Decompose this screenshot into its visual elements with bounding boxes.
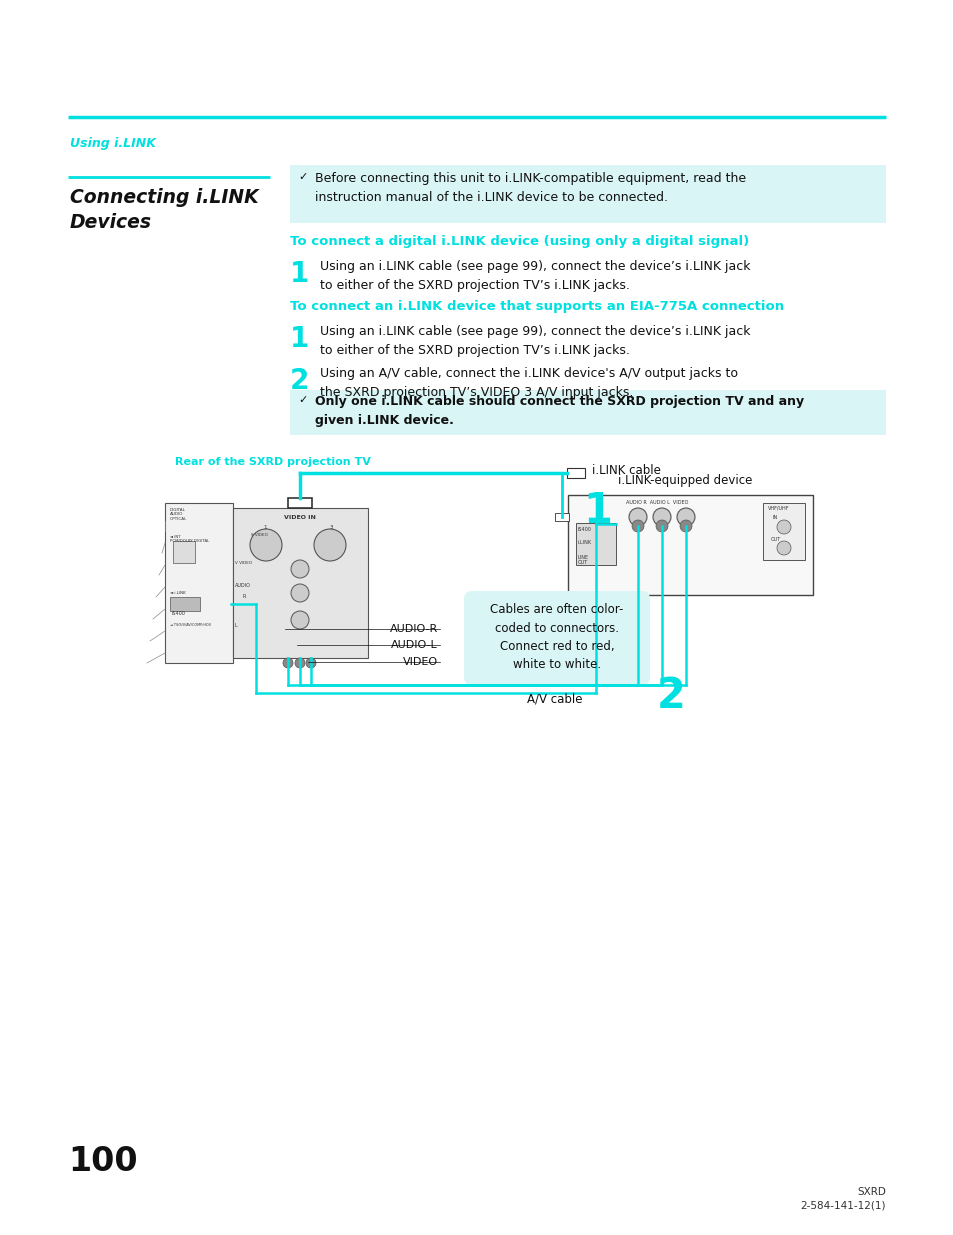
Text: i.LINK: i.LINK [578, 540, 592, 545]
Text: 100: 100 [68, 1145, 137, 1178]
Text: ◄ TS/S/V/AV/COMP/HDV: ◄ TS/S/V/AV/COMP/HDV [170, 622, 211, 627]
Circle shape [677, 508, 695, 526]
Text: to either of the SXRD projection TV’s i.LINK jacks.: to either of the SXRD projection TV’s i.… [319, 279, 629, 291]
Text: 3: 3 [329, 525, 333, 530]
Bar [576, 522, 616, 564]
Text: V VIDEO: V VIDEO [234, 561, 252, 564]
Text: ◄ INT
PCM/DOLBY DIGITAL: ◄ INT PCM/DOLBY DIGITAL [170, 535, 209, 543]
Text: AUDIO R  AUDIO L  VIDEO: AUDIO R AUDIO L VIDEO [625, 500, 688, 505]
Circle shape [294, 658, 305, 668]
Text: 1: 1 [582, 490, 612, 532]
Text: AUDIO: AUDIO [234, 583, 251, 588]
Bar [555, 513, 568, 521]
Bar [290, 165, 885, 224]
Circle shape [291, 584, 309, 601]
FancyBboxPatch shape [463, 592, 649, 685]
Bar [566, 468, 584, 478]
Circle shape [652, 508, 670, 526]
Text: iS400: iS400 [172, 611, 186, 616]
Text: IN: IN [772, 515, 778, 520]
Text: 2: 2 [290, 367, 309, 395]
Text: 2: 2 [657, 676, 685, 718]
Circle shape [306, 658, 315, 668]
Text: LINE
OUT: LINE OUT [578, 555, 589, 566]
Bar [288, 498, 312, 508]
Text: DIGITAL
AUDIO
OPTICAL: DIGITAL AUDIO OPTICAL [170, 508, 187, 521]
Bar [165, 503, 233, 663]
Text: Using an i.LINK cable (see page 99), connect the device’s i.LINK jack: Using an i.LINK cable (see page 99), con… [319, 261, 750, 273]
Circle shape [628, 508, 646, 526]
Bar [170, 597, 200, 611]
Bar [233, 508, 368, 658]
Text: 1: 1 [290, 261, 309, 288]
Text: Cables are often color-
coded to connectors.
Connect red to red,
white to white.: Cables are often color- coded to connect… [490, 603, 623, 672]
Circle shape [631, 520, 643, 532]
Text: 1: 1 [263, 525, 267, 530]
Text: OUT: OUT [770, 537, 781, 542]
Text: Only one i.LINK cable should connect the SXRD projection TV and any: Only one i.LINK cable should connect the… [314, 395, 803, 408]
Text: ◄ i.LINK: ◄ i.LINK [170, 592, 186, 595]
Text: To connect a digital i.LINK device (using only a digital signal): To connect a digital i.LINK device (usin… [290, 235, 748, 248]
Text: AUDIO-L: AUDIO-L [391, 640, 437, 650]
Text: L: L [234, 622, 237, 629]
Circle shape [291, 559, 309, 578]
Text: SXRD
2-584-141-12(1): SXRD 2-584-141-12(1) [800, 1187, 885, 1210]
Text: i.LINK-equipped device: i.LINK-equipped device [618, 474, 752, 487]
Circle shape [679, 520, 691, 532]
Text: ✓: ✓ [297, 395, 307, 405]
Bar [290, 390, 885, 435]
Text: i.LINK cable: i.LINK cable [592, 463, 660, 477]
Circle shape [776, 520, 790, 534]
Text: the SXRD projection TV’s VIDEO 3 A/V input jacks.: the SXRD projection TV’s VIDEO 3 A/V inp… [319, 387, 633, 399]
Circle shape [776, 541, 790, 555]
Circle shape [314, 529, 346, 561]
Circle shape [291, 611, 309, 629]
Text: Rear of the SXRD projection TV: Rear of the SXRD projection TV [174, 457, 371, 467]
Circle shape [656, 520, 667, 532]
Text: VIDEO IN: VIDEO IN [284, 515, 315, 520]
Text: R: R [243, 594, 246, 599]
Circle shape [283, 658, 293, 668]
Text: VIDEO: VIDEO [402, 657, 437, 667]
Text: AUDIO-R: AUDIO-R [390, 624, 437, 634]
Text: VHF/UHF: VHF/UHF [767, 505, 789, 510]
Text: to either of the SXRD projection TV’s i.LINK jacks.: to either of the SXRD projection TV’s i.… [319, 345, 629, 357]
Text: Using an i.LINK cable (see page 99), connect the device’s i.LINK jack: Using an i.LINK cable (see page 99), con… [319, 325, 750, 338]
Bar [762, 503, 804, 559]
Text: A/V cable: A/V cable [527, 693, 582, 706]
Bar [172, 541, 194, 563]
Text: iS400: iS400 [578, 527, 591, 532]
Text: Devices: Devices [70, 212, 152, 232]
Text: Connecting i.LINK: Connecting i.LINK [70, 188, 258, 207]
Text: S VIDEO: S VIDEO [251, 534, 268, 537]
Text: Before connecting this unit to i.LINK-compatible equipment, read the: Before connecting this unit to i.LINK-co… [314, 172, 745, 185]
Text: Using an A/V cable, connect the i.LINK device's A/V output jacks to: Using an A/V cable, connect the i.LINK d… [319, 367, 738, 380]
Text: To connect an i.LINK device that supports an EIA-775A connection: To connect an i.LINK device that support… [290, 300, 783, 312]
Circle shape [250, 529, 282, 561]
Text: Using i.LINK: Using i.LINK [70, 137, 155, 149]
Text: 1: 1 [290, 325, 309, 353]
Text: given i.LINK device.: given i.LINK device. [314, 414, 454, 427]
Text: instruction manual of the i.LINK device to be connected.: instruction manual of the i.LINK device … [314, 191, 667, 204]
Bar [567, 495, 812, 595]
Text: ✓: ✓ [297, 172, 307, 182]
